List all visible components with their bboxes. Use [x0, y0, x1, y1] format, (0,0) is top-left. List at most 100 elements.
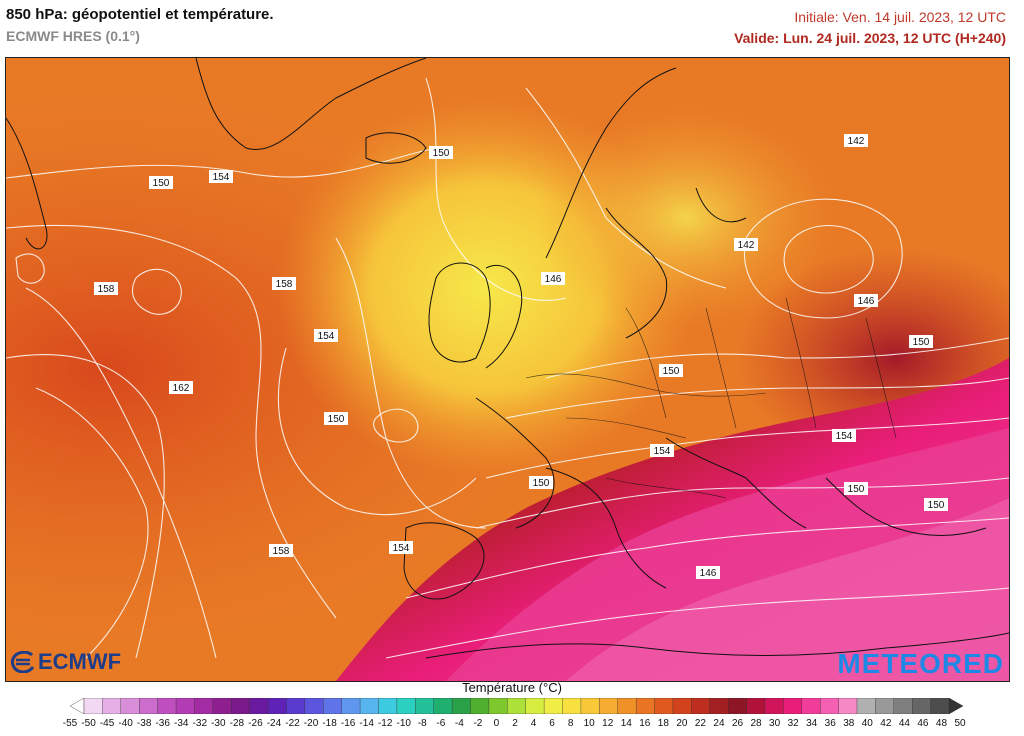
- svg-text:154: 154: [318, 331, 335, 342]
- colorbar-swatch: [875, 698, 895, 714]
- svg-text:154: 154: [836, 431, 853, 442]
- colorbar-tick-label: 30: [769, 718, 781, 729]
- colorbar-swatch: [286, 698, 306, 714]
- contour-label: 150: [844, 482, 868, 495]
- colorbar-tick-label: 8: [567, 718, 574, 729]
- colorbar-swatch: [83, 698, 104, 714]
- colorbar-swatch: [378, 698, 398, 714]
- colorbar-tick-label: -26: [248, 718, 263, 729]
- colorbar-tick-label: 28: [750, 718, 762, 729]
- svg-text:154: 154: [393, 543, 410, 554]
- contour-label: 142: [844, 134, 868, 147]
- ecmwf-logo-icon: [10, 651, 35, 673]
- colorbar-swatch: [415, 698, 435, 714]
- colorbar-tick-label: 46: [917, 718, 929, 729]
- colorbar-swatch: [157, 698, 177, 714]
- colorbar-tick-label: 2: [512, 718, 518, 729]
- contour-label: 158: [272, 277, 296, 290]
- colorbar-tick-label: -12: [377, 718, 393, 729]
- colorbar-tick-label: 36: [824, 718, 836, 729]
- colorbar-tick-label: -10: [396, 718, 411, 729]
- contour-label: 146: [541, 272, 565, 285]
- colorbar-swatch: [930, 698, 950, 714]
- colorbar-swatch: [691, 698, 711, 714]
- svg-text:154: 154: [654, 446, 671, 457]
- colorbar-swatch: [507, 698, 527, 714]
- contour-label: 146: [696, 566, 720, 579]
- valid-time: Valide: Lun. 24 juil. 2023, 12 UTC (H+24…: [734, 30, 1006, 46]
- contour-label: 150: [429, 146, 453, 159]
- colorbar-swatch: [856, 698, 877, 714]
- colorbar-tick-label: 20: [676, 718, 688, 729]
- colorbar-swatch: [948, 698, 963, 714]
- colorbar-tick-label: -50: [81, 718, 96, 729]
- colorbar-ticks: -55 -50 -45 -40 -38 -36 -34 -32 -30 -28 -26 -24 -22-…: [60, 718, 970, 732]
- colorbar-tick-label: -40: [118, 718, 133, 729]
- colorbar-tick-label: 12: [602, 718, 614, 729]
- contour-label: 154: [314, 329, 338, 342]
- meteored-logo: METEORED: [837, 648, 1004, 679]
- map-title: 850 hPa: géopotentiel et température.: [6, 6, 274, 23]
- colorbar-tick-label: 10: [583, 718, 595, 729]
- colorbar-swatch: [102, 698, 122, 714]
- colorbar-tick-label: 38: [843, 718, 855, 729]
- colorbar-swatch: [635, 698, 656, 714]
- colorbar-tick-label: 48: [935, 718, 948, 729]
- colorbar-tick-label: -38: [136, 718, 152, 729]
- colorbar-swatch: [617, 698, 637, 714]
- country-borders: [525, 297, 897, 499]
- colorbar-tick-label: -36: [155, 718, 170, 729]
- colorbar-tick-label: -30: [211, 718, 226, 729]
- weather-map[interactable]: 150 154 158 162 150 154 158 150 154 150 …: [5, 57, 1010, 682]
- colorbar-tick-label: 24: [713, 718, 725, 729]
- contour-label: 158: [269, 544, 293, 557]
- colorbar-swatch: [562, 698, 582, 714]
- colorbar-swatch: [599, 698, 619, 714]
- colorbar-swatch: [746, 698, 766, 714]
- colorbar-tick-label: 44: [898, 718, 910, 729]
- colorbar-tick-label: 4: [530, 718, 537, 729]
- contour-label: 162: [169, 381, 193, 394]
- svg-text:150: 150: [663, 366, 680, 377]
- model-subtitle: ECMWF HRES (0.1°): [6, 28, 140, 44]
- svg-text:154: 154: [213, 172, 230, 183]
- colorbar-tick-label: -45: [99, 718, 115, 729]
- colorbar-swatch: [580, 698, 601, 714]
- colorbar-swatch: [433, 698, 453, 714]
- colorbar-swatch: [341, 698, 361, 714]
- colorbar-swatch: [783, 698, 803, 714]
- scandinavia-cool-area: [536, 108, 836, 328]
- colorbar-swatch: [893, 698, 913, 714]
- colorbar-swatch: [709, 698, 729, 714]
- colorbar-tick-label: -14: [359, 718, 374, 729]
- colorbar-tick-label: 40: [861, 718, 873, 729]
- colorbar-tick-label: -6: [436, 718, 446, 729]
- contour-label: 150: [149, 176, 173, 189]
- colorbar-swatch: [323, 698, 343, 714]
- contour-label: 154: [650, 444, 674, 457]
- colorbar-swatch: [727, 698, 748, 714]
- svg-text:150: 150: [928, 500, 945, 511]
- svg-text:158: 158: [276, 279, 293, 290]
- svg-text:158: 158: [273, 546, 290, 557]
- colorbar-tick-label: -16: [340, 718, 356, 729]
- contour-label: 154: [832, 429, 856, 442]
- colorbar-tick-label: 18: [657, 718, 669, 729]
- contour-label: 150: [659, 364, 683, 377]
- colorbar-tick-label: -32: [192, 718, 208, 729]
- colorbar-tick-label: 0: [493, 718, 500, 729]
- legend-title: Température (°C): [462, 680, 562, 695]
- colorbar-swatch: [543, 698, 564, 714]
- colorbar-tick-label: -20: [303, 718, 319, 729]
- colorbar-swatch: [451, 698, 472, 714]
- contour-label: 142: [734, 238, 758, 251]
- colorbar-tick-label: -22: [285, 718, 300, 729]
- colorbar-swatch: [139, 698, 159, 714]
- svg-text:150: 150: [913, 337, 930, 348]
- init-time: Initiale: Ven. 14 juil. 2023, 12 UTC: [794, 9, 1006, 25]
- ecmwf-logo: ECMWF: [10, 649, 121, 674]
- colorbar-swatch: [525, 698, 545, 714]
- contour-label: 154: [389, 541, 413, 554]
- contour-label: 158: [94, 282, 118, 295]
- colorbar-swatch: [70, 698, 85, 714]
